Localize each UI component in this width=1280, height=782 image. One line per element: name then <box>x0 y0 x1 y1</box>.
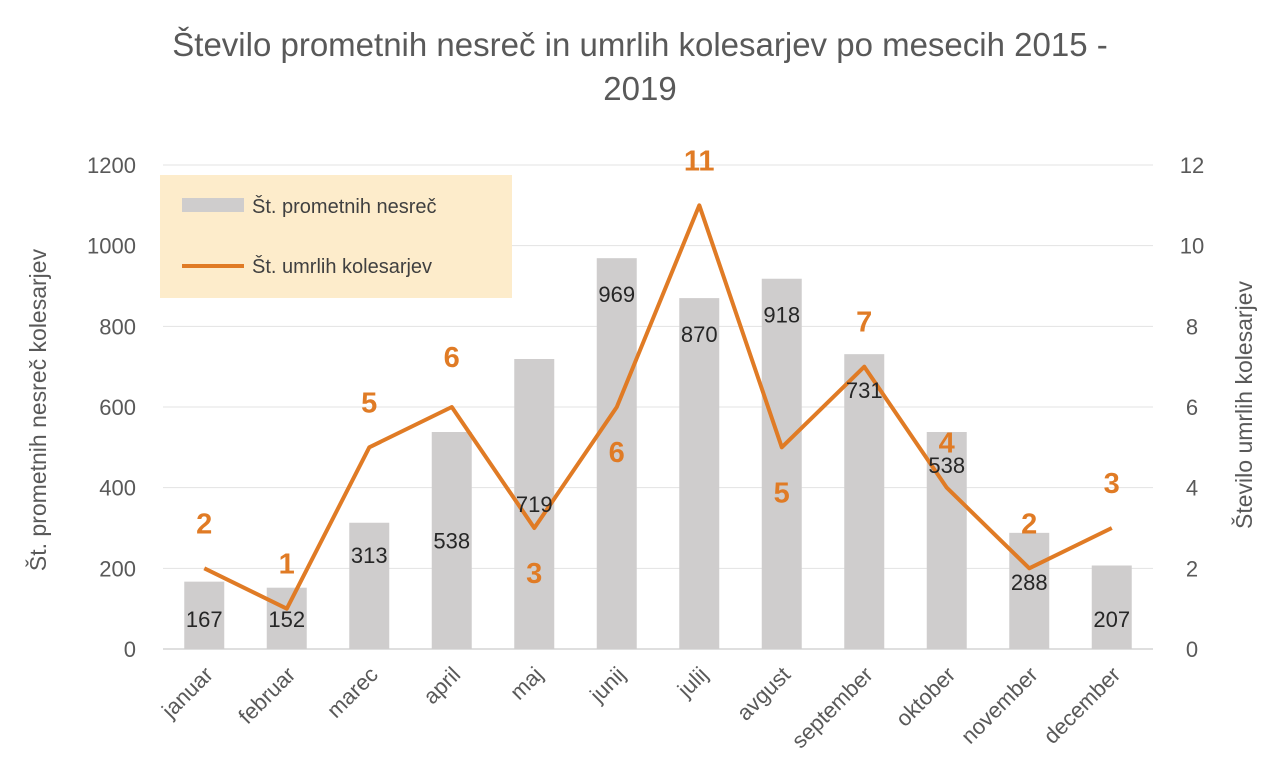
bar <box>1009 532 1050 649</box>
y2-tick-label: 12 <box>1180 153 1204 178</box>
y2-tick-label: 6 <box>1186 395 1198 420</box>
bar-data-label: 918 <box>763 303 800 328</box>
line-data-labels: 2 1 5 6 3 6 11 5 7 4 2 3 <box>196 145 1120 590</box>
line-path <box>203 203 1113 611</box>
line-data-label: 5 <box>774 477 790 509</box>
line-data-label: 6 <box>444 342 460 374</box>
bar-data-label: 870 <box>681 322 718 347</box>
y-tick-label: 1200 <box>87 153 136 178</box>
line-data-label: 4 <box>939 428 955 460</box>
y-tick-label: 800 <box>99 314 136 339</box>
legend-background <box>160 175 512 298</box>
y-tick-label: 1000 <box>87 234 136 259</box>
y2-axis-title: Število umrlih kolesarjev <box>1230 281 1257 529</box>
y2-tick-label: 4 <box>1186 476 1198 501</box>
line-data-label: 2 <box>1021 508 1037 540</box>
line-series <box>203 203 1113 611</box>
left-axis-ticks: 0 200 400 600 800 1000 1200 <box>87 153 136 662</box>
chart-title-line-2: 2019 <box>603 70 676 107</box>
bar-data-label: 719 <box>516 492 553 517</box>
bar-data-label: 969 <box>598 282 635 307</box>
bar-data-label: 313 <box>351 543 388 568</box>
legend: Št. prometnih nesreč Št. umrlih kolesarj… <box>160 175 512 298</box>
y2-tick-label: 0 <box>1186 637 1198 662</box>
bar-data-label: 731 <box>846 378 883 403</box>
bar <box>431 432 472 649</box>
y2-tick-label: 2 <box>1186 556 1198 581</box>
bar-data-label: 288 <box>1011 570 1048 595</box>
bar <box>679 298 720 649</box>
legend-label-line: Št. umrlih kolesarjev <box>252 255 432 278</box>
chart-title-line-1: Število prometnih nesreč in umrlih koles… <box>172 26 1107 63</box>
bar <box>349 522 390 649</box>
y-tick-label: 0 <box>124 637 136 662</box>
legend-swatch-bars <box>182 198 244 212</box>
bar <box>266 587 307 649</box>
bar <box>514 359 555 649</box>
bar-data-label: 152 <box>268 607 305 632</box>
line-data-label: 2 <box>196 508 212 540</box>
y-tick-label: 600 <box>99 395 136 420</box>
line-data-label: 3 <box>1104 468 1120 500</box>
bar-series <box>184 258 1132 649</box>
y2-tick-label: 8 <box>1186 314 1198 339</box>
bar-data-label: 538 <box>928 453 965 478</box>
bar <box>844 354 885 649</box>
bar-data-label: 538 <box>433 529 470 554</box>
bar <box>761 278 802 649</box>
y-tick-label: 200 <box>99 556 136 581</box>
right-axis-ticks: 0 2 4 6 8 10 12 <box>1180 153 1204 662</box>
bar <box>596 258 637 649</box>
line-data-label: 7 <box>856 307 872 339</box>
bar-data-label: 167 <box>186 607 223 632</box>
bar <box>1091 565 1132 649</box>
bar-data-label: 207 <box>1093 607 1130 632</box>
y-axis-title: Št. prometnih nesreč kolesarjev <box>24 248 51 571</box>
y-tick-label: 400 <box>99 476 136 501</box>
line-data-label: 11 <box>684 145 715 177</box>
bar <box>184 581 225 649</box>
line-data-label: 5 <box>361 387 377 419</box>
y2-tick-label: 10 <box>1180 234 1204 259</box>
line-data-label: 6 <box>609 437 625 469</box>
line-data-label: 1 <box>279 549 295 581</box>
legend-label-bars: Št. prometnih nesreč <box>252 195 437 218</box>
line-data-label: 3 <box>526 558 542 590</box>
